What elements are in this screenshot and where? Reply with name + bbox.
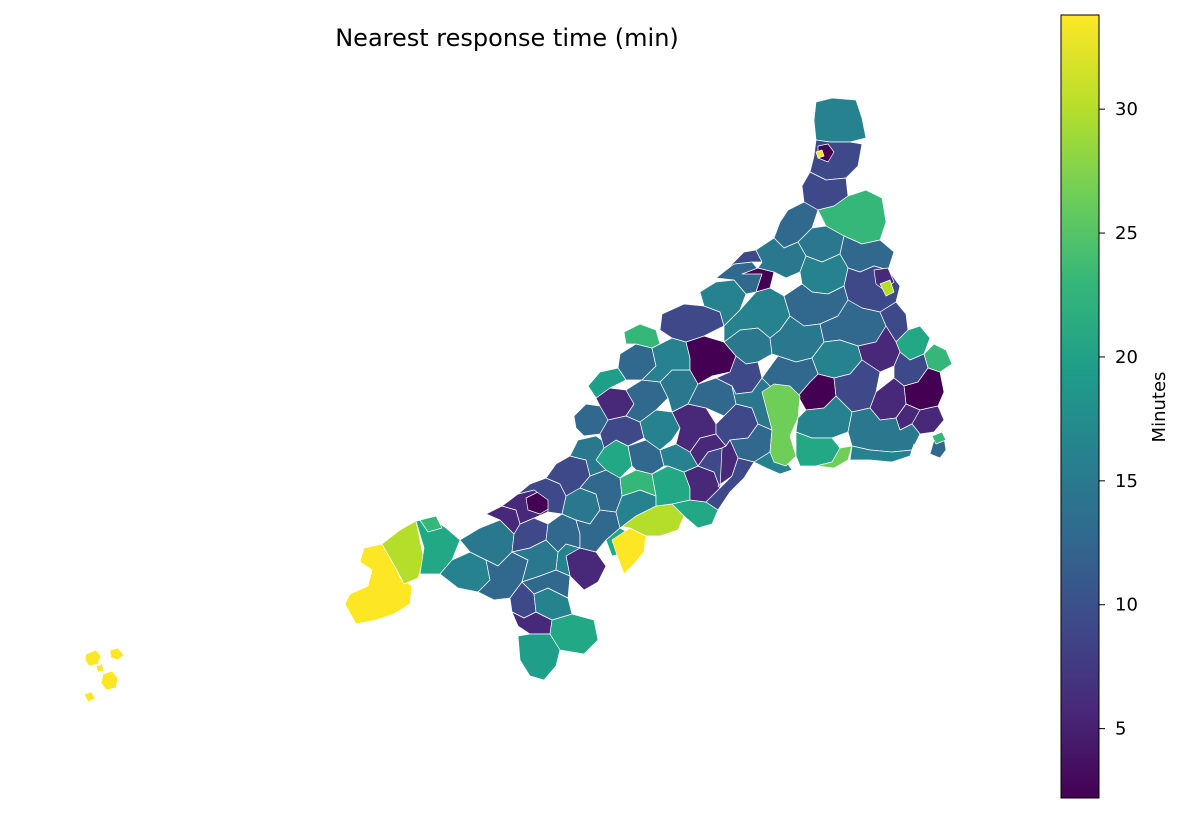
region-st-endellion[interactable] bbox=[587, 367, 627, 399]
region-falmouth[interactable] bbox=[565, 547, 607, 591]
region-st-pinnock[interactable] bbox=[761, 383, 801, 467]
region-delabole[interactable] bbox=[659, 303, 725, 343]
region-scilly-2[interactable] bbox=[100, 670, 119, 691]
region-scilly-4[interactable] bbox=[83, 691, 96, 703]
colorbar-ticks: 5 10 15 20 25 30 bbox=[1099, 99, 1138, 740]
region-kilkhampton-hamlet[interactable] bbox=[815, 149, 825, 159]
colorbar-tick-label-15: 15 bbox=[1115, 471, 1138, 492]
region-launceston-hamlet[interactable] bbox=[879, 279, 895, 297]
colorbar-tick-label-30: 30 bbox=[1115, 99, 1138, 120]
colorbar-label: Minutes bbox=[1149, 372, 1170, 443]
colorbar-gradient bbox=[1060, 14, 1100, 799]
region-scilly-5[interactable] bbox=[95, 663, 105, 673]
map-regions bbox=[83, 97, 953, 703]
region-st-minver[interactable] bbox=[623, 323, 661, 349]
colorbar-tick-label-5: 5 bbox=[1115, 719, 1126, 740]
region-saltash-south[interactable] bbox=[931, 431, 947, 445]
colorbar: 5 10 15 20 25 30 Minutes bbox=[1060, 14, 1170, 799]
region-scilly-3[interactable] bbox=[109, 647, 125, 661]
region-sheviock[interactable] bbox=[849, 443, 915, 463]
region-egloshayle[interactable] bbox=[639, 409, 681, 451]
region-hayle[interactable] bbox=[419, 515, 443, 533]
region-camelford[interactable] bbox=[685, 335, 737, 385]
map-title: Nearest response time (min) bbox=[335, 24, 679, 52]
region-lizard[interactable] bbox=[517, 633, 561, 681]
region-morwenstow[interactable] bbox=[813, 97, 867, 143]
colorbar-tick-label-10: 10 bbox=[1115, 595, 1138, 616]
colorbar-tick-label-20: 20 bbox=[1115, 347, 1138, 368]
region-scilly-1[interactable] bbox=[84, 649, 102, 667]
colorbar-tick-label-25: 25 bbox=[1115, 223, 1138, 244]
